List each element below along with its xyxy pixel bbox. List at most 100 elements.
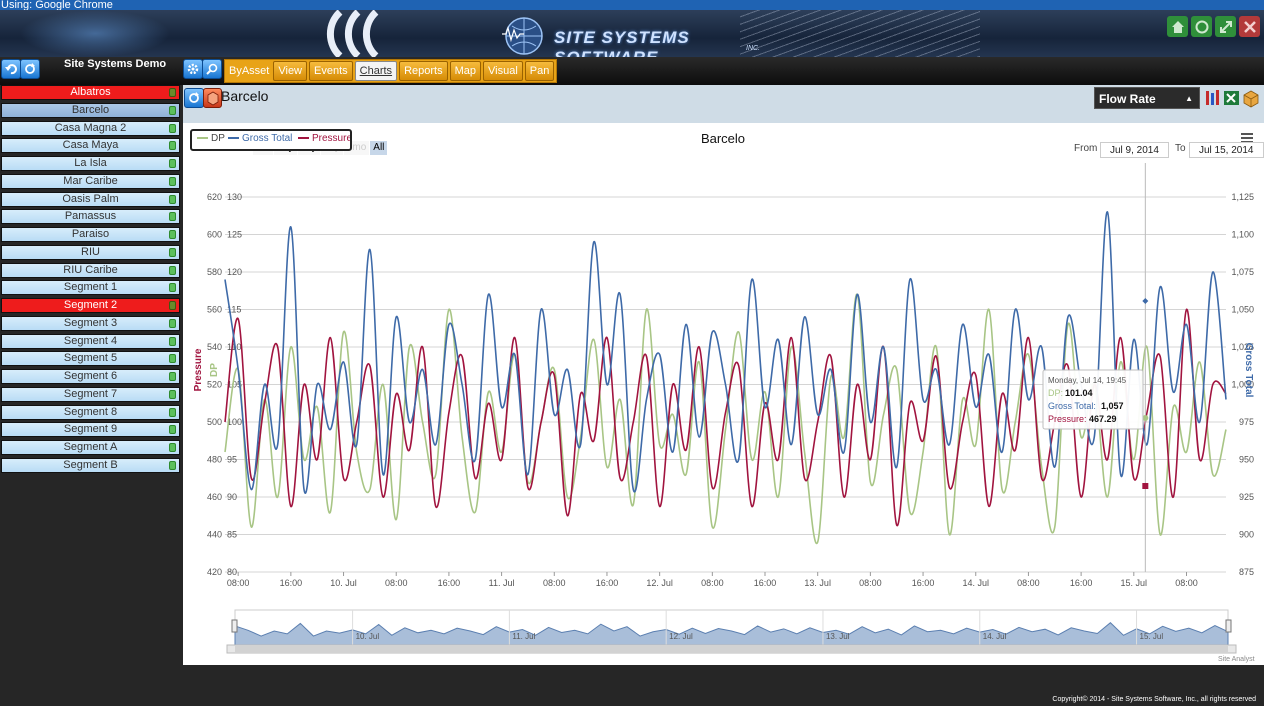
pressure-tick-label: 480 bbox=[207, 455, 222, 465]
x-tick-label: 12. Jul bbox=[646, 578, 673, 588]
close-button[interactable] bbox=[1239, 16, 1260, 37]
gross-total-tick-label: 950 bbox=[1239, 455, 1254, 465]
navigator-label: 13. Jul bbox=[826, 632, 850, 641]
home-icon bbox=[1171, 20, 1184, 33]
sidebar-item-segment-7[interactable]: Segment 7 bbox=[1, 386, 180, 402]
sidebar-item-segment-8[interactable]: Segment 8 bbox=[1, 404, 180, 420]
sidebar-item-segment-3[interactable]: Segment 3 bbox=[1, 315, 180, 331]
status-indicator-icon bbox=[169, 318, 176, 328]
sidebar-item-segment-b[interactable]: Segment B bbox=[1, 457, 180, 473]
sidebar-item-barcelo[interactable]: Barcelo bbox=[1, 102, 180, 118]
home-button[interactable] bbox=[1167, 16, 1188, 37]
package-button[interactable] bbox=[1242, 88, 1259, 108]
sidebar-item-label: La Isla bbox=[74, 157, 107, 169]
sidebar-item-label: Albatros bbox=[70, 86, 111, 98]
sidebar-item-albatros[interactable]: Albatros bbox=[1, 85, 180, 100]
sidebar-item-oasis-palm[interactable]: Oasis Palm bbox=[1, 191, 180, 207]
legend-item-gross-total[interactable]: Gross Total bbox=[242, 133, 293, 144]
tab-charts[interactable]: Charts bbox=[354, 61, 398, 81]
sidebar-item-label: Segment 8 bbox=[63, 405, 118, 418]
chevron-down-icon: ▲︎ bbox=[1185, 94, 1193, 103]
status-indicator-icon bbox=[169, 336, 176, 346]
chart-title: Barcelo bbox=[700, 131, 746, 146]
expand-icon bbox=[1219, 20, 1232, 33]
nav-byasset-label[interactable]: ByAsset bbox=[229, 65, 270, 77]
sidebar-item-paraiso[interactable]: Paraiso bbox=[1, 227, 180, 242]
sidebar-item-segment-a[interactable]: Segment A bbox=[1, 440, 180, 455]
refresh-button[interactable] bbox=[20, 59, 40, 79]
main-panel: Barcelo Flow Rate▲︎ Barcelo Zoom 2hr 1dy… bbox=[183, 85, 1264, 665]
crosshair-marker-dp bbox=[1142, 415, 1149, 421]
x-tick-label: 08:00 bbox=[385, 578, 408, 588]
tab-reports[interactable]: Reports bbox=[399, 61, 448, 81]
sidebar-item-la-isla[interactable]: La Isla bbox=[1, 156, 180, 171]
pressure-tick-label: 520 bbox=[207, 380, 222, 390]
gross-total-tick-label: 1,075 bbox=[1231, 267, 1254, 277]
bar-chart-button[interactable] bbox=[1204, 88, 1221, 108]
globe-icon bbox=[502, 17, 543, 55]
expand-button[interactable] bbox=[1215, 16, 1236, 37]
legend-item-dp[interactable]: DP bbox=[211, 133, 225, 144]
status-indicator-icon bbox=[169, 105, 176, 115]
dp-tick-label: 130 bbox=[227, 192, 242, 202]
range-to-input[interactable]: Jul 15, 2014 bbox=[1189, 142, 1264, 158]
chart-tooltip: Monday, Jul 14, 19:45 DP: 101.04 Gross Tota… bbox=[1042, 369, 1144, 430]
sidebar-item-casa-magna-2[interactable]: Casa Magna 2 bbox=[1, 120, 180, 136]
refresh-icon bbox=[25, 63, 35, 74]
status-indicator-icon bbox=[169, 247, 176, 257]
sidebar-item-segment-9[interactable]: Segment 9 bbox=[1, 422, 180, 438]
sidebar-item-segment-6[interactable]: Segment 6 bbox=[1, 369, 180, 384]
measure-select-value: Flow Rate bbox=[1099, 92, 1156, 106]
sidebar-item-pamassus[interactable]: Pamassus bbox=[1, 209, 180, 225]
gross-total-tick-label: 1,000 bbox=[1231, 380, 1254, 390]
back-button[interactable] bbox=[1, 59, 21, 79]
series-line-dp bbox=[224, 293, 1227, 545]
navigator-label: 10. Jul bbox=[356, 632, 380, 641]
sidebar-item-segment-4[interactable]: Segment 4 bbox=[1, 333, 180, 349]
tab-pan[interactable]: Pan bbox=[524, 61, 555, 81]
zoom-all-button[interactable]: All bbox=[370, 141, 388, 155]
tab-map[interactable]: Map bbox=[449, 61, 481, 81]
tab-visual[interactable]: Visual bbox=[483, 61, 523, 81]
dp-axis-title: DP bbox=[209, 363, 220, 377]
legend-item-pressure[interactable]: Pressure bbox=[312, 133, 352, 144]
site-title: Site Systems Demo bbox=[64, 58, 167, 70]
asset-cube-button[interactable] bbox=[203, 88, 222, 108]
status-indicator-icon bbox=[169, 425, 176, 435]
navigator-frame bbox=[234, 609, 1229, 646]
measure-select[interactable]: Flow Rate ▲︎ bbox=[1094, 87, 1200, 109]
sidebar-item-segment-1[interactable]: Segment 1 bbox=[1, 280, 180, 296]
sidebar-item-riu[interactable]: RIU bbox=[1, 244, 180, 260]
sidebar-item-segment-2[interactable]: Segment 2 bbox=[1, 298, 180, 313]
chart-tool-icons bbox=[1204, 88, 1259, 108]
help-button[interactable] bbox=[1191, 16, 1212, 37]
sidebar-item-label: RIU bbox=[81, 245, 100, 258]
tooltip-dp-label: DP: bbox=[1048, 388, 1063, 398]
sidebar-item-label: Segment 9 bbox=[63, 423, 118, 436]
gross-total-tick-label: 1,050 bbox=[1231, 305, 1254, 315]
pressure-tick-label: 420 bbox=[207, 567, 222, 577]
sidebar-item-segment-5[interactable]: Segment 5 bbox=[1, 351, 180, 367]
sidebar-item-mar-caribe[interactable]: Mar Caribe bbox=[1, 173, 180, 189]
cube-icon bbox=[207, 91, 219, 106]
pressure-tick-label: 540 bbox=[207, 342, 222, 352]
main-refresh-button[interactable] bbox=[184, 88, 204, 108]
browser-bar: Using: Google Chrome bbox=[0, 0, 1264, 11]
excel-export-button[interactable] bbox=[1223, 88, 1240, 108]
dp-tick-label: 80 bbox=[227, 567, 237, 577]
range-from-input[interactable]: Jul 9, 2014 bbox=[1100, 142, 1169, 158]
settings-button[interactable] bbox=[183, 59, 203, 79]
sidebar-item-riu-caribe[interactable]: RIU Caribe bbox=[1, 262, 180, 278]
tab-events[interactable]: Events bbox=[309, 61, 353, 81]
sidebar-item-casa-maya[interactable]: Casa Maya bbox=[1, 138, 180, 154]
x-tick-label: 16:00 bbox=[438, 578, 461, 588]
app-banner: SITE SYSTEMS SOFTWARE INC. bbox=[0, 10, 1264, 57]
pressure-tick-label: 460 bbox=[207, 492, 222, 502]
search-button[interactable] bbox=[202, 59, 222, 79]
range-to-label: To bbox=[1175, 143, 1186, 154]
close-icon bbox=[1243, 20, 1256, 33]
sidebar-item-label: Segment 6 bbox=[63, 370, 118, 382]
navigator-label: 11. Jul bbox=[512, 632, 535, 641]
tooltip-pressure-label: Pressure: bbox=[1048, 414, 1087, 424]
tab-view[interactable]: View bbox=[273, 61, 308, 81]
